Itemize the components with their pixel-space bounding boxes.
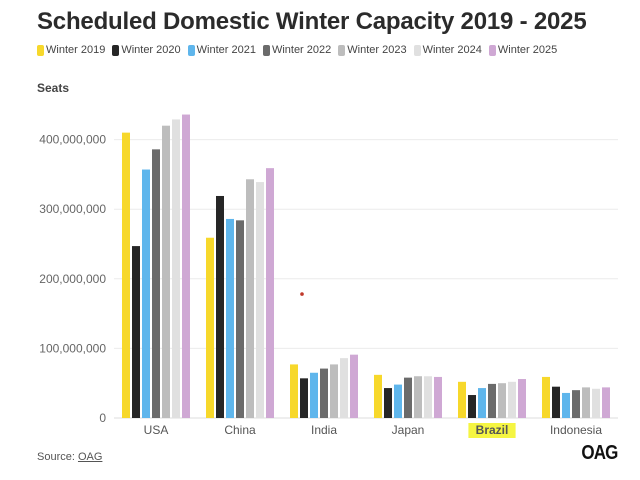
legend-item: Winter 2021	[187, 44, 256, 56]
bar	[300, 378, 308, 418]
bar	[488, 383, 496, 418]
legend-label: Winter 2023	[347, 44, 407, 56]
bar	[562, 392, 570, 418]
bar	[458, 381, 466, 418]
legend-label: Winter 2024	[422, 44, 482, 56]
bar	[468, 395, 476, 418]
y-tick-label: 0	[99, 411, 106, 425]
bar	[602, 387, 610, 418]
bar	[404, 377, 412, 418]
bar	[226, 218, 234, 418]
legend: Winter 2019 Winter 2020 Winter 2021 Winter …	[37, 44, 557, 56]
bar	[592, 388, 600, 418]
bar	[122, 132, 130, 418]
bar	[384, 388, 392, 418]
bar	[142, 169, 150, 418]
bar	[414, 376, 422, 418]
bar	[182, 114, 190, 418]
legend-item: Winter 2023	[338, 44, 407, 56]
x-tick-label: Brazil	[476, 423, 509, 437]
legend-item: Winter 2020	[112, 44, 181, 56]
legend-item: Winter 2024	[413, 44, 482, 56]
bar	[508, 381, 516, 418]
bar	[374, 374, 382, 418]
bar	[330, 364, 338, 418]
bar	[132, 246, 140, 418]
source-link[interactable]: OAG	[77, 451, 103, 463]
legend-item: Winter 2025	[488, 44, 558, 56]
bar	[320, 368, 328, 418]
bar	[172, 119, 180, 418]
source-note: Source: OAG	[37, 451, 102, 463]
legend-item: Winter 2022	[262, 44, 332, 56]
bar	[582, 387, 590, 418]
bar	[236, 220, 244, 418]
legend-swatch	[112, 44, 120, 56]
x-tick-label: Indonesia	[550, 423, 602, 437]
bar	[434, 376, 442, 418]
legend-label: Winter 2021	[196, 44, 256, 56]
legend-label: Winter 2025	[497, 44, 558, 56]
bar	[518, 379, 526, 418]
legend-item: Winter 2019	[37, 44, 105, 56]
bar	[256, 182, 264, 418]
bar	[152, 149, 160, 418]
bar	[542, 376, 550, 418]
source-prefix: Source:	[37, 451, 78, 463]
legend-swatch	[262, 44, 270, 56]
legend-label: Winter 2020	[121, 44, 181, 56]
bar	[216, 195, 224, 418]
category-highlight	[468, 423, 516, 438]
bar	[552, 386, 560, 418]
bar	[162, 125, 170, 419]
y-tick-label: 400,000,000	[39, 133, 106, 147]
legend-swatch	[187, 44, 195, 56]
bar	[246, 179, 254, 418]
annotation-marker	[300, 292, 304, 296]
legend-label: Winter 2019	[46, 44, 106, 56]
x-tick-label: Japan	[392, 423, 425, 437]
bar	[310, 372, 318, 418]
bar	[290, 364, 298, 418]
bar	[340, 358, 348, 418]
legend-swatch	[338, 44, 346, 56]
bar	[350, 354, 358, 418]
oag-logo: OAG	[581, 442, 619, 464]
bar	[498, 383, 506, 418]
x-tick-label: USA	[144, 423, 169, 437]
x-tick-label: India	[311, 423, 337, 437]
bar	[572, 390, 580, 418]
y-tick-label: 100,000,000	[39, 341, 106, 355]
legend-swatch	[37, 44, 44, 56]
bar	[478, 388, 486, 418]
legend-swatch	[413, 44, 421, 56]
bar	[266, 168, 274, 418]
bar	[206, 237, 214, 418]
y-tick-label: 300,000,000	[39, 202, 106, 216]
chart-title: Scheduled Domestic Winter Capacity 2019 …	[37, 8, 587, 35]
y-tick-label: 200,000,000	[39, 272, 106, 286]
legend-label: Winter 2022	[271, 44, 332, 56]
legend-swatch	[488, 44, 496, 56]
bar	[394, 384, 402, 418]
bar	[424, 376, 432, 418]
y-axis-label: Seats	[37, 81, 70, 95]
x-tick-label: China	[224, 423, 256, 437]
